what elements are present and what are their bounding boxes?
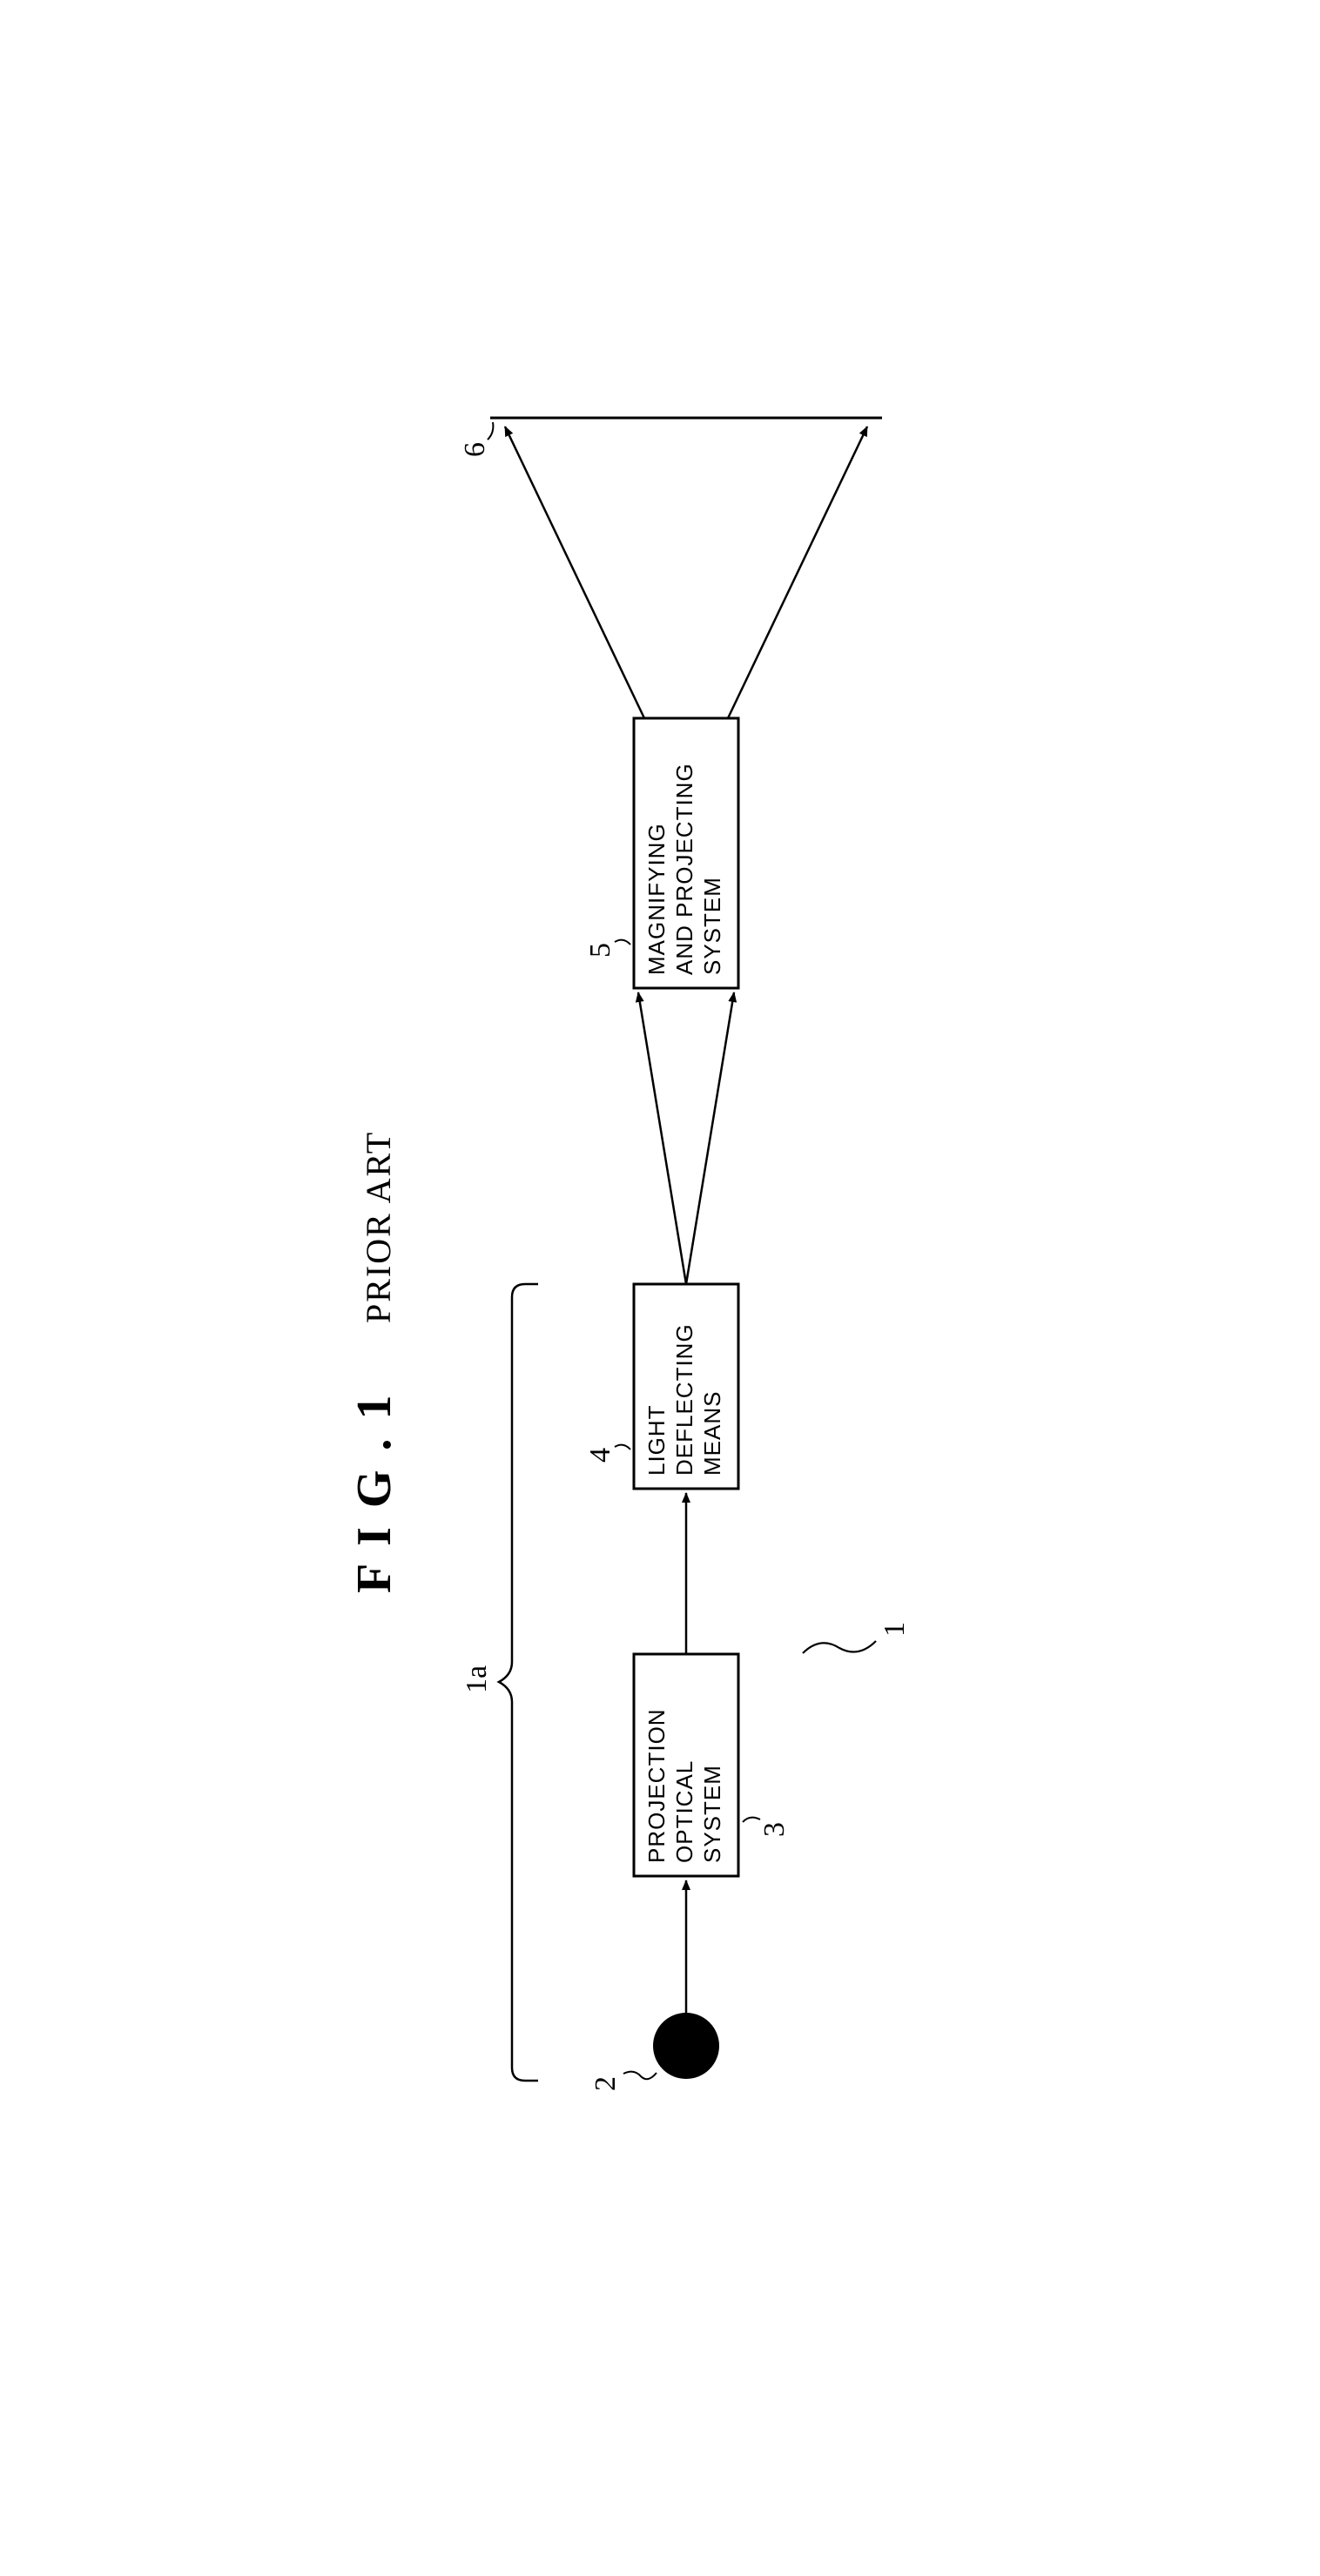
block3-line3: SYSTEM (699, 1765, 725, 1863)
block5-ref: 5 (584, 943, 616, 958)
diagram-svg: F I G . 1 PRIOR ART 1a 2 PROJECTION OPTI… (312, 331, 1008, 2246)
screen-ref: 6 (459, 442, 491, 457)
page: F I G . 1 PRIOR ART 1a 2 PROJECTION OPTI… (0, 0, 1320, 2576)
cone-block5-to-screen (505, 427, 867, 718)
figure-rotated-wrapper: F I G . 1 PRIOR ART 1a 2 PROJECTION OPTI… (312, 331, 1008, 2246)
block3-ref: 3 (758, 1822, 791, 1837)
overall-ref-tie (803, 1641, 876, 1653)
block5-line3: SYSTEM (699, 877, 725, 975)
block3-line2: OPTICAL (671, 1759, 697, 1862)
light-source (653, 2013, 719, 2079)
group-bracket-label: 1a (461, 1665, 493, 1692)
block3-ref-tie (743, 1817, 760, 1821)
block5-line2: AND PROJECTING (671, 763, 697, 975)
group-bracket (499, 1284, 538, 2081)
block4-ref-tie (615, 1444, 630, 1449)
figure-subtitle: PRIOR ART (359, 1130, 398, 1322)
overall-ref: 1 (879, 1622, 911, 1637)
screen-ref-tie (488, 422, 493, 440)
figure-title: F I G . 1 (347, 1391, 401, 1592)
block4-line1: LIGHT (643, 1404, 670, 1476)
light-source-ref: 2 (589, 2076, 622, 2091)
block5-line1: MAGNIFYING (643, 823, 670, 975)
block5-ref-tie (615, 939, 630, 944)
light-source-ref-tie (623, 2071, 657, 2079)
block4-ref: 4 (584, 1448, 616, 1463)
block4-line3: MEANS (699, 1390, 725, 1475)
block3-line1: PROJECTION (643, 1708, 670, 1863)
cone-block4-to-block5 (638, 992, 734, 1284)
block4-line2: DEFLECTING (671, 1323, 697, 1476)
